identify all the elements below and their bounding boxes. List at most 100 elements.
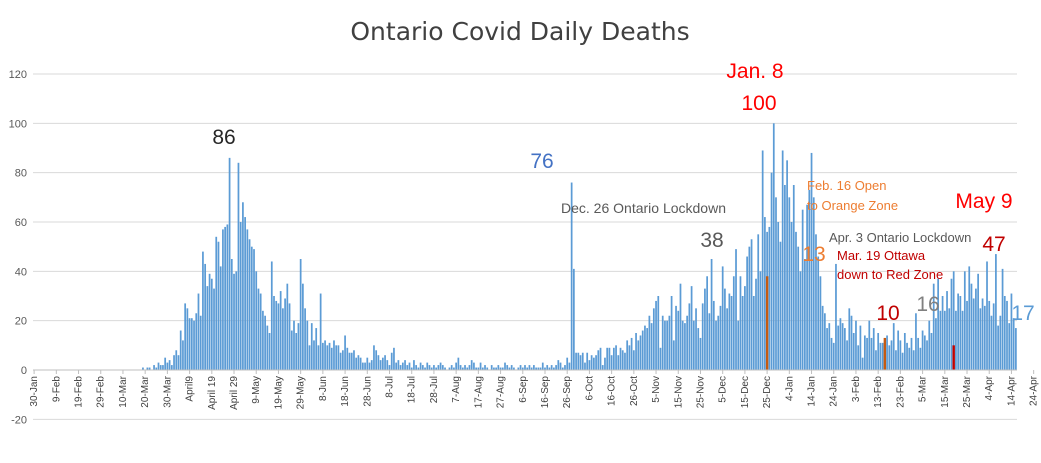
bar — [828, 323, 831, 370]
bar — [948, 308, 951, 370]
bar — [173, 355, 175, 370]
bar — [937, 278, 940, 370]
bar — [553, 367, 555, 370]
x-tick-label: 4-Jan — [784, 376, 795, 401]
bar — [806, 204, 808, 370]
bar — [255, 271, 258, 370]
annotation-label: Dec. 26 Ontario Lockdown — [561, 200, 726, 216]
bar — [721, 266, 724, 370]
bar — [264, 315, 266, 370]
annotation-label: 76 — [530, 150, 553, 173]
bar — [641, 330, 644, 370]
annotation-label: to Orange Zone — [807, 198, 898, 213]
bar — [330, 347, 333, 370]
bar — [539, 367, 542, 370]
bar — [604, 357, 606, 370]
bar — [370, 360, 373, 370]
bar — [357, 355, 360, 370]
y-tick-label: -20 — [11, 414, 27, 426]
bar — [390, 352, 393, 370]
x-tick-label: 25-Nov — [695, 376, 706, 408]
bar — [266, 325, 269, 370]
bar — [599, 347, 602, 370]
bar — [306, 320, 309, 370]
x-tick-label: 19-Feb — [74, 376, 85, 408]
bar — [712, 300, 715, 370]
x-tick-label: April9 — [185, 376, 196, 402]
bar — [508, 367, 511, 370]
bar — [797, 246, 800, 370]
bar — [792, 185, 795, 370]
bar — [324, 340, 326, 370]
bar — [381, 357, 384, 370]
bar — [557, 360, 560, 370]
x-tick-label: 15-Nov — [673, 376, 684, 408]
bar — [142, 367, 144, 370]
bar — [393, 347, 395, 370]
bar — [923, 335, 926, 370]
bar — [237, 162, 240, 370]
bar — [328, 342, 331, 370]
bar — [344, 335, 346, 370]
bar — [517, 367, 520, 370]
bar — [741, 296, 744, 370]
bar — [170, 365, 173, 370]
bar — [570, 182, 573, 370]
bar — [955, 310, 957, 370]
bar — [750, 239, 753, 370]
bar — [444, 367, 446, 370]
bars-layer — [142, 123, 1017, 370]
x-tick-label: 17-Aug — [473, 376, 484, 408]
bar — [421, 365, 424, 370]
bar — [559, 362, 562, 370]
chart-title: Ontario Covid Daily Deaths — [350, 17, 689, 46]
y-tick-label: 60 — [15, 217, 27, 229]
bar — [637, 340, 640, 370]
bar — [930, 333, 933, 370]
bar — [437, 365, 440, 370]
x-tick-label: 5-Mar — [918, 375, 929, 402]
x-tick-label: 26-Sep — [562, 376, 573, 409]
bar — [684, 323, 686, 370]
bar — [513, 367, 515, 370]
bar — [506, 365, 509, 370]
bar — [533, 365, 535, 370]
x-tick-label: 10-Mar — [118, 375, 129, 407]
bar — [188, 318, 191, 370]
x-tick-label: 15-Mar — [940, 375, 951, 407]
bar — [464, 365, 466, 370]
bar — [430, 367, 433, 370]
bar — [801, 209, 804, 370]
bar — [688, 303, 691, 370]
bar — [179, 330, 182, 370]
bar — [410, 367, 413, 370]
bar — [313, 340, 315, 370]
bar — [561, 367, 564, 370]
bar — [526, 367, 529, 370]
bar — [644, 325, 646, 370]
bar — [679, 283, 682, 370]
bar — [892, 323, 895, 370]
markers-layer — [765, 276, 955, 370]
x-tick-label: 25-Mar — [962, 375, 973, 407]
bar — [699, 337, 702, 370]
bar — [661, 315, 664, 370]
bar — [988, 300, 991, 370]
bar — [612, 347, 615, 370]
bar — [428, 365, 431, 370]
bar — [1010, 293, 1013, 370]
bar — [659, 347, 662, 370]
bar — [424, 367, 426, 370]
bar — [917, 337, 920, 370]
bar — [672, 340, 675, 370]
bar — [168, 360, 171, 370]
annotation-label: 16 — [916, 293, 939, 316]
bar — [495, 367, 497, 370]
bar — [826, 328, 828, 370]
bar — [184, 303, 187, 370]
bar — [752, 296, 755, 370]
bar — [186, 308, 189, 370]
bar — [615, 345, 617, 370]
bar — [775, 197, 777, 370]
bar — [755, 278, 757, 370]
